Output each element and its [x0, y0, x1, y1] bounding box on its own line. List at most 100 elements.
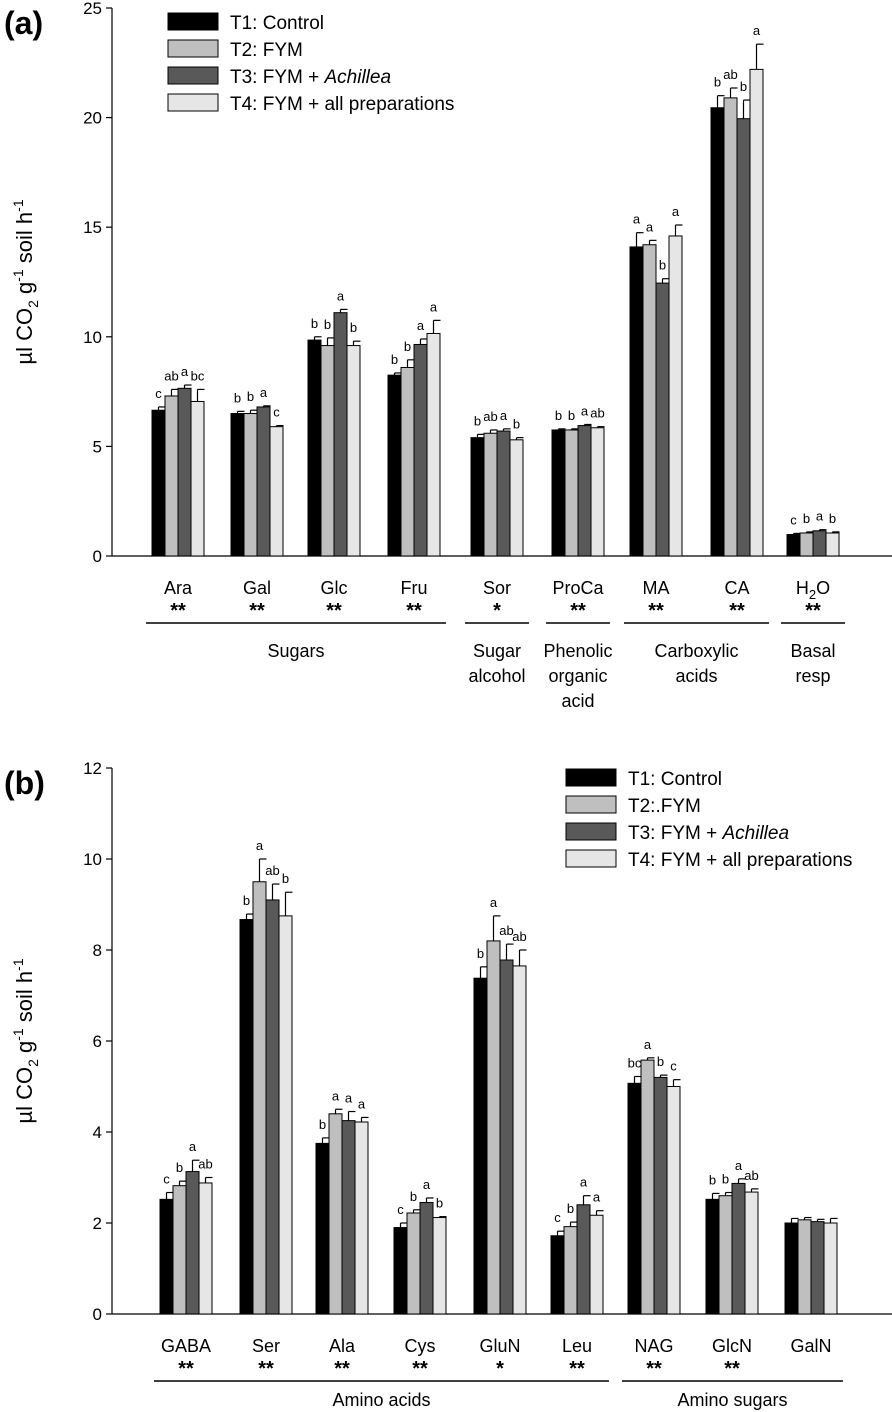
bar: [265, 899, 280, 1315]
bar: [563, 1226, 578, 1315]
bar: [406, 1212, 421, 1315]
y-axis-label: µl CO2 g-1 soil h-1: [10, 958, 41, 1123]
y-tick-label: 10: [83, 328, 102, 347]
x-tick-label: NAG: [634, 1336, 673, 1356]
significance-letter: a: [417, 318, 425, 333]
significance-letter: a: [358, 1096, 366, 1111]
significance-letter: b: [350, 320, 357, 335]
x-tick-label: Gal: [243, 578, 271, 598]
bar: [512, 965, 527, 1315]
bar: [341, 1120, 356, 1315]
bar: [550, 1235, 565, 1315]
bar: [784, 1222, 799, 1315]
bar: [723, 97, 738, 557]
legend-swatch: [167, 39, 219, 58]
bar: [744, 1191, 759, 1315]
significance-letter: a: [181, 364, 189, 379]
bar: [320, 345, 335, 557]
bar: [589, 1214, 604, 1315]
x-tick-label: MA: [643, 578, 670, 598]
legend-entry: T2:.FYM: [628, 796, 701, 817]
x-tick-label: Glc: [321, 578, 348, 598]
bar: [577, 425, 592, 557]
bar: [198, 1182, 213, 1315]
bar: [710, 107, 725, 557]
significance-letter: a: [816, 509, 824, 524]
bar: [473, 977, 488, 1315]
significance-letter: a: [430, 299, 438, 314]
bar: [642, 244, 657, 557]
group-label: resp: [795, 666, 830, 686]
bar: [164, 395, 179, 557]
significance-letter: a: [581, 403, 589, 418]
x-tick-label: GalN: [790, 1336, 831, 1356]
significance-letter: c: [554, 1210, 561, 1225]
bar: [496, 430, 511, 557]
x-tick-label: CA: [724, 578, 749, 598]
x-tick-label: GlcN: [712, 1336, 752, 1356]
significance-letter: c: [790, 512, 797, 527]
x-tick-label: Ala: [329, 1336, 356, 1356]
bar: [812, 530, 827, 557]
significance-letter: c: [397, 1202, 404, 1217]
significance-letter: b: [474, 413, 481, 428]
bar: [718, 1195, 733, 1315]
bar: [256, 406, 271, 557]
significance-letter: b: [234, 390, 241, 405]
group-label: Sugars: [267, 641, 324, 661]
bar: [499, 959, 514, 1315]
x-tick-label: GABA: [161, 1336, 211, 1356]
bar: [799, 532, 814, 557]
significance-letter: b: [659, 258, 666, 273]
bar: [346, 345, 361, 557]
significance-letter: a: [500, 408, 508, 423]
significance-stars: **: [326, 600, 342, 622]
x-tick-label: GluN: [479, 1336, 520, 1356]
significance-letter: bc: [628, 1055, 642, 1070]
bar: [627, 1082, 642, 1315]
x-tick-label: Sor: [483, 578, 511, 598]
significance-letter: ab: [499, 923, 513, 938]
legend-swatch: [167, 12, 219, 31]
bar: [823, 1222, 838, 1315]
significance-letter: b: [829, 511, 836, 526]
significance-letter: b: [391, 352, 398, 367]
significance-letter: a: [490, 895, 498, 910]
significance-stars: *: [496, 1358, 504, 1380]
y-axis-label: µl CO2 g-1 soil h-1: [10, 199, 41, 364]
y-tick-label: 6: [93, 1032, 102, 1051]
significance-letter: b: [324, 317, 331, 332]
significance-letter: b: [740, 79, 747, 94]
bar: [315, 1142, 330, 1315]
bar: [640, 1059, 655, 1315]
group-label: Sugar: [473, 641, 521, 661]
significance-letter: a: [735, 1158, 743, 1173]
y-tick-label: 4: [93, 1123, 102, 1142]
group-label: acids: [675, 666, 717, 686]
legend-swatch: [565, 849, 617, 868]
bar: [333, 312, 348, 557]
group-label: Carboxylic: [654, 641, 738, 661]
legend-swatch: [167, 93, 219, 112]
significance-letter: b: [657, 1054, 664, 1069]
legend-swatch: [565, 822, 617, 841]
significance-letter: b: [436, 1196, 443, 1211]
significance-stars: **: [406, 600, 422, 622]
significance-stars: **: [258, 1358, 274, 1380]
bar: [655, 282, 670, 557]
bar: [509, 439, 524, 557]
bar: [653, 1076, 668, 1315]
group-label: Basal: [790, 641, 835, 661]
bar: [269, 426, 284, 557]
significance-stars: **: [805, 600, 821, 622]
significance-letter: ab: [198, 1157, 212, 1172]
significance-letter: b: [567, 1201, 574, 1216]
significance-stars: **: [412, 1358, 428, 1380]
y-tick-label: 2: [93, 1214, 102, 1233]
x-tick-label: Ser: [252, 1336, 280, 1356]
significance-stars: **: [646, 1358, 662, 1380]
bar: [177, 387, 192, 557]
significance-letter: ab: [723, 67, 737, 82]
significance-letter: a: [337, 288, 345, 303]
significance-letter: a: [423, 1177, 431, 1192]
